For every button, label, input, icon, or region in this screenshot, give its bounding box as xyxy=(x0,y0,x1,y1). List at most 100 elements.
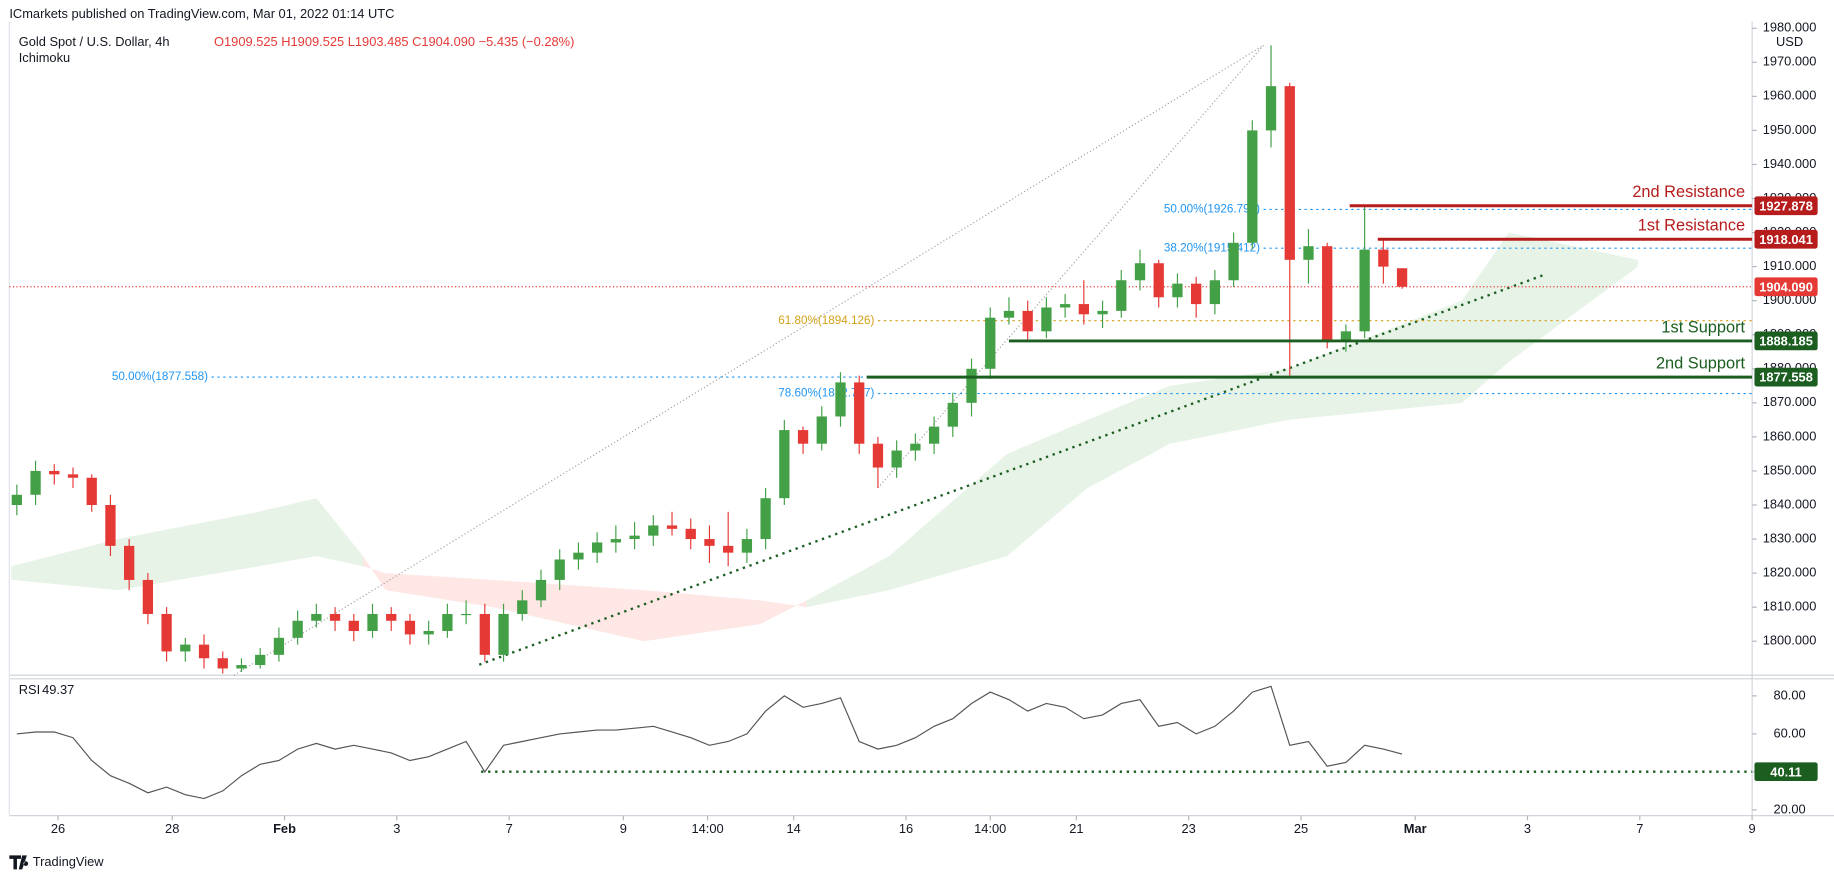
candle-body xyxy=(723,545,734,553)
candle-body xyxy=(1284,86,1295,260)
candle-body xyxy=(498,613,509,655)
cloud xyxy=(643,590,761,642)
candle-body xyxy=(741,539,753,553)
x-tick-label: 7 xyxy=(506,821,513,836)
candle-body xyxy=(779,430,790,499)
candle-body xyxy=(142,579,154,614)
rsi-title: RSI xyxy=(19,682,40,697)
cloud xyxy=(385,573,493,608)
candle-body xyxy=(255,654,266,666)
level-name: 2nd Resistance xyxy=(1632,183,1745,201)
candle-body xyxy=(1153,263,1164,298)
candle-body xyxy=(67,474,79,478)
y-tick-label: 20.00 xyxy=(1773,801,1805,816)
candle-body xyxy=(105,504,116,546)
rsi-line xyxy=(16,685,1403,800)
cloud xyxy=(258,498,317,567)
x-tick-label: 21 xyxy=(1069,821,1083,836)
y-tick-label: 1910.000 xyxy=(1763,258,1817,273)
trendline xyxy=(233,44,1264,676)
cloud xyxy=(806,556,890,608)
candle-body xyxy=(685,528,696,540)
candle-body xyxy=(1097,310,1108,315)
x-tick-label: 3 xyxy=(393,821,400,836)
candle-body xyxy=(479,613,490,655)
indicator: Ichimoku xyxy=(19,50,70,65)
candle-body xyxy=(49,470,60,475)
price-tag-label: 1918.041 xyxy=(1759,232,1813,247)
cloud xyxy=(1508,232,1638,362)
candle-body xyxy=(460,613,472,616)
candle-body xyxy=(872,443,884,468)
candle-body xyxy=(386,613,397,621)
x-tick-label: 14:00 xyxy=(974,821,1006,836)
cloud xyxy=(316,498,364,567)
cloud xyxy=(1287,300,1462,420)
candle-body xyxy=(629,535,640,540)
candle-body xyxy=(1134,263,1146,281)
y-tick-label: 1950.000 xyxy=(1763,122,1817,137)
y-tick-label: 60.00 xyxy=(1773,725,1805,740)
x-tick-label: 28 xyxy=(165,821,179,836)
candle-body xyxy=(928,426,940,444)
logo xyxy=(9,855,29,870)
y-tick-label: 1850.000 xyxy=(1763,462,1817,477)
fib-label: 61.80%(1894.126) xyxy=(778,314,874,327)
candle-body xyxy=(329,613,341,621)
level-name: 2nd Support xyxy=(1656,355,1746,373)
candle-body xyxy=(985,317,996,369)
candle-body xyxy=(161,613,172,652)
x-tick-label: 9 xyxy=(1749,821,1756,836)
y-tick-label: 1830.000 xyxy=(1763,530,1817,545)
candle-body xyxy=(1172,283,1183,298)
candle-body xyxy=(666,525,678,529)
candle-body xyxy=(1359,249,1370,332)
x-tick-label: 3 xyxy=(1524,821,1531,836)
candle-body xyxy=(1265,86,1277,131)
price-tag-label: 1877.558 xyxy=(1759,370,1813,385)
y-tick-label: 1800.000 xyxy=(1763,633,1817,648)
candle-body xyxy=(423,630,434,635)
candle-body xyxy=(704,539,715,546)
y-tick-label: 1970.000 xyxy=(1763,54,1817,69)
x-tick-label: 25 xyxy=(1294,821,1308,836)
cloud xyxy=(1169,368,1288,444)
candle-body xyxy=(1303,246,1314,260)
ohlc: O1909.525 H1909.525 L1903.485 C1904.090 … xyxy=(214,34,574,49)
candle-body xyxy=(30,470,41,495)
price-tag-label: 1888.185 xyxy=(1759,333,1813,348)
candle-body xyxy=(554,559,565,580)
candle-body xyxy=(292,620,303,638)
x-tick-label: 9 xyxy=(620,821,627,836)
candle-body xyxy=(11,494,22,505)
candle-body xyxy=(760,498,771,540)
candle-body xyxy=(236,665,247,669)
price-tag xyxy=(1754,196,1818,216)
currency: USD xyxy=(1776,34,1803,49)
y-tick-label: 1870.000 xyxy=(1763,394,1817,409)
candle-body xyxy=(610,539,622,543)
candle-body xyxy=(1078,304,1089,315)
price-tag xyxy=(1754,331,1818,351)
candle-body xyxy=(1322,246,1333,342)
level-name: 1st Resistance xyxy=(1638,217,1745,235)
y-tick-label: 80.00 xyxy=(1773,687,1805,702)
cloud xyxy=(117,511,259,591)
y-tick-label: 1820.000 xyxy=(1763,564,1817,579)
candle-body xyxy=(1041,307,1052,332)
candle-body xyxy=(573,552,584,560)
candle-body xyxy=(1247,130,1258,243)
candle-body xyxy=(124,545,135,580)
cloud xyxy=(1087,385,1170,488)
y-tick-label: 1860.000 xyxy=(1763,428,1817,443)
candle-body xyxy=(1003,310,1015,318)
cloud xyxy=(1007,419,1088,557)
candle-body xyxy=(1378,249,1389,267)
price-tag-label: 1927.878 xyxy=(1759,198,1813,213)
fib-label: 50.00%(1926.793) xyxy=(1164,203,1260,216)
candle-body xyxy=(947,402,958,427)
candle-body xyxy=(591,542,603,553)
y-tick-label: 1810.000 xyxy=(1763,599,1817,614)
price-tag-label: 40.11 xyxy=(1770,764,1801,779)
